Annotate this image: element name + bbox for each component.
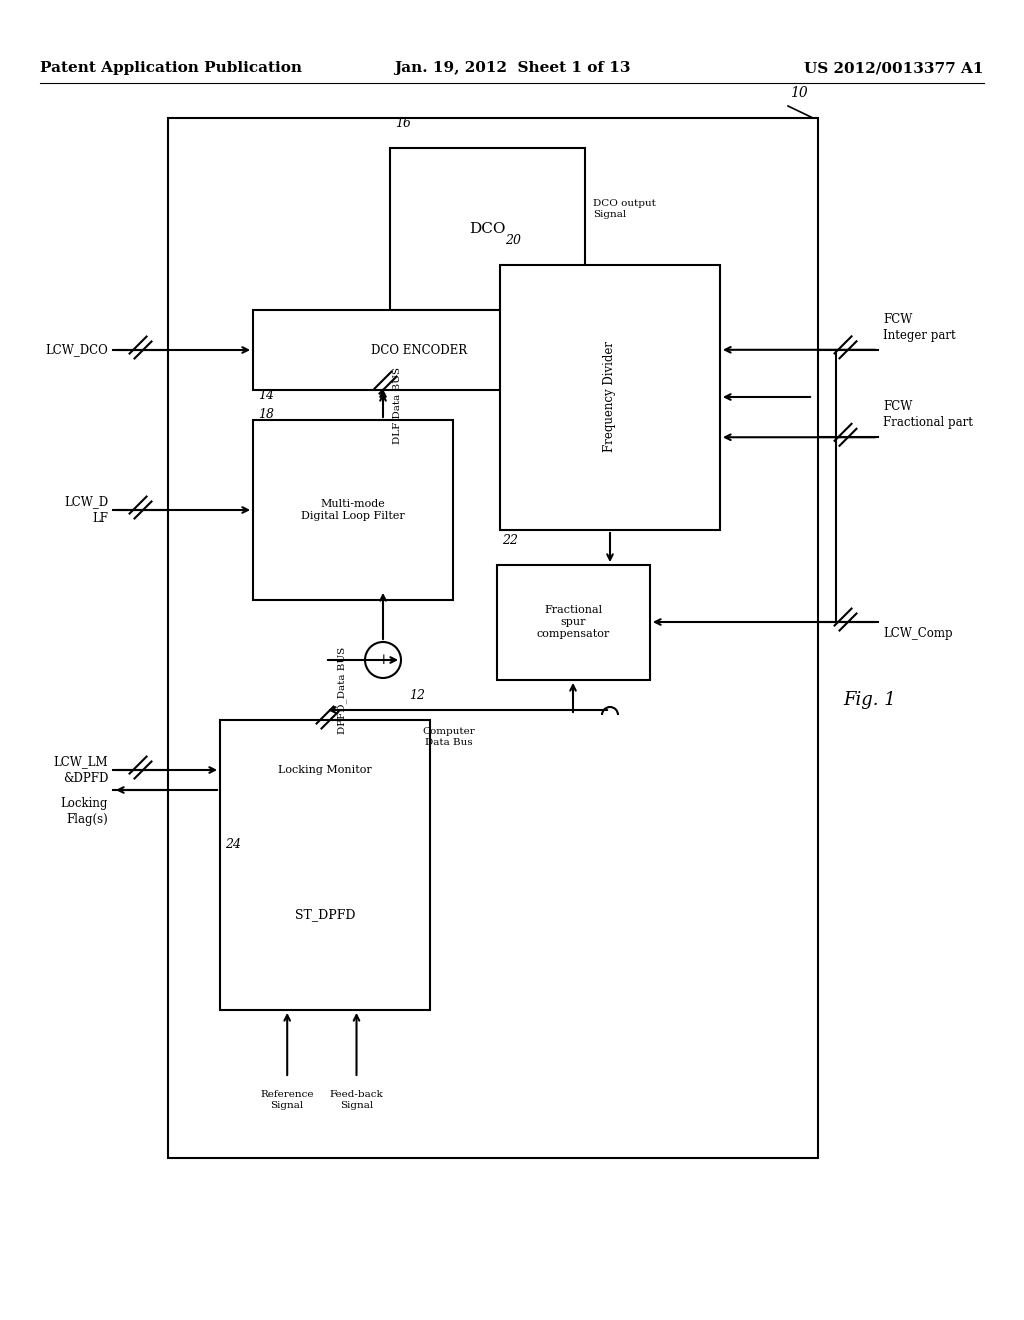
Text: Jan. 19, 2012  Sheet 1 of 13: Jan. 19, 2012 Sheet 1 of 13 — [394, 61, 630, 75]
Text: Patent Application Publication: Patent Application Publication — [40, 61, 302, 75]
Text: DLF Data BUS: DLF Data BUS — [393, 367, 402, 444]
Text: DPFD_Data BUS: DPFD_Data BUS — [337, 647, 347, 734]
Text: 18: 18 — [258, 408, 274, 421]
Bar — [253, 310, 585, 389]
Text: 24: 24 — [225, 838, 241, 851]
Bar — [500, 265, 720, 531]
Text: US 2012/0013377 A1: US 2012/0013377 A1 — [805, 61, 984, 75]
Text: 22: 22 — [502, 535, 518, 546]
Text: Locking Monitor: Locking Monitor — [279, 766, 372, 775]
Text: Frequency Divider: Frequency Divider — [603, 342, 616, 453]
Text: LCW_LM
&DPFD: LCW_LM &DPFD — [53, 755, 108, 784]
Text: LCW_Comp: LCW_Comp — [883, 627, 952, 640]
Text: Multi-mode
Digital Loop Filter: Multi-mode Digital Loop Filter — [301, 499, 404, 521]
Text: DCO: DCO — [469, 222, 505, 236]
Text: 12: 12 — [409, 689, 425, 702]
Text: Fig. 1: Fig. 1 — [844, 690, 896, 709]
Text: FCW
Integer part: FCW Integer part — [883, 313, 955, 342]
Text: DCO ENCODER: DCO ENCODER — [371, 343, 467, 356]
Text: 20: 20 — [505, 234, 521, 247]
Bar — [390, 148, 585, 310]
Text: LCW_D
LF: LCW_D LF — [63, 495, 108, 524]
Text: LCW_DCO: LCW_DCO — [45, 343, 108, 356]
Text: 14: 14 — [258, 389, 274, 403]
Text: Locking
Flag(s): Locking Flag(s) — [60, 797, 108, 826]
Text: FCW
Fractional part: FCW Fractional part — [883, 400, 973, 429]
Text: +: + — [377, 653, 389, 667]
Bar — [220, 719, 430, 1010]
Bar — [497, 565, 650, 680]
Text: 10: 10 — [791, 86, 808, 100]
Text: Computer
Data Bus: Computer Data Bus — [423, 727, 475, 747]
Text: Fractional
spur
compensator: Fractional spur compensator — [537, 605, 609, 639]
Text: Reference
Signal: Reference Signal — [260, 1090, 314, 1110]
Text: 16: 16 — [395, 117, 411, 129]
Bar — [168, 117, 818, 1158]
Text: ST_DPFD: ST_DPFD — [295, 908, 355, 921]
Text: DCO output
Signal: DCO output Signal — [593, 199, 656, 219]
Bar — [253, 420, 453, 601]
Text: Feed-back
Signal: Feed-back Signal — [330, 1090, 383, 1110]
